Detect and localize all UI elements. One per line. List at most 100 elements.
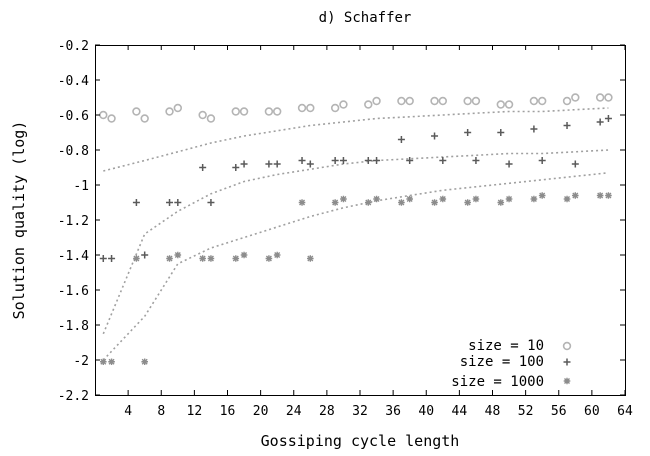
data-point-size10 xyxy=(272,107,282,116)
legend-marker-shape xyxy=(563,377,571,385)
data-point-size1000 xyxy=(240,251,248,259)
y-axis-label: Solution quality (log) xyxy=(10,121,28,320)
plot-frame xyxy=(95,45,626,396)
data-point-size1000 xyxy=(99,358,107,366)
legend-entry-size1000: size = 1000 xyxy=(451,374,571,390)
data-point-size100 xyxy=(174,199,182,206)
data-point-size10 xyxy=(604,93,613,102)
trend-lines xyxy=(102,107,609,361)
data-point-size10 xyxy=(463,96,472,106)
data-point-size1000 xyxy=(232,255,240,262)
data-point-size100 xyxy=(571,160,579,168)
x-tick-label: 48 xyxy=(485,404,501,419)
data-point-size1000 xyxy=(307,255,314,262)
data-point-size10 xyxy=(107,114,116,123)
x-tick-label: 60 xyxy=(584,404,600,419)
data-point-size100 xyxy=(207,199,215,206)
legend-marker-size100-icon xyxy=(563,358,571,366)
legend-label-size100: size = 100 xyxy=(460,354,544,370)
y-tick-label: -0.8 xyxy=(58,144,89,159)
data-point-size100 xyxy=(166,199,174,206)
data-point-size10 xyxy=(504,100,514,109)
y-tick-label: -1.2 xyxy=(58,214,89,229)
data-point-size10 xyxy=(364,100,373,109)
data-point-size10 xyxy=(306,103,315,113)
data-point-size1000 xyxy=(166,255,173,262)
data-point-size1000 xyxy=(108,358,115,366)
trend-line-size1000 xyxy=(102,172,609,361)
x-tick-label: 12 xyxy=(187,404,203,419)
legend-entry-size100: size = 100 xyxy=(460,354,571,370)
data-point-size100 xyxy=(298,157,306,164)
x-tick-label: 24 xyxy=(286,404,302,419)
data-point-size10 xyxy=(471,96,481,106)
x-tick-label: 16 xyxy=(220,404,236,419)
data-point-size10 xyxy=(496,100,505,109)
data-point-size1000 xyxy=(596,192,604,199)
data-point-size100 xyxy=(497,129,505,136)
data-point-size100 xyxy=(141,251,149,259)
data-point-size100 xyxy=(538,157,546,164)
data-point-size10 xyxy=(397,96,406,106)
data-point-size10 xyxy=(562,96,572,106)
data-point-size1000 xyxy=(464,199,471,206)
data-point-size1000 xyxy=(133,255,140,262)
y-tick-label: -1.8 xyxy=(58,319,89,334)
data-point-size1000 xyxy=(505,195,513,203)
x-tick-label: 56 xyxy=(551,404,567,419)
x-tick-label: 28 xyxy=(319,404,335,419)
data-point-size1000 xyxy=(373,195,380,203)
data-point-size1000 xyxy=(431,199,438,206)
data-point-size10 xyxy=(132,107,141,116)
data-point-size1000 xyxy=(406,195,413,203)
data-point-size100 xyxy=(306,160,314,168)
data-point-size100 xyxy=(472,157,480,164)
data-point-size1000 xyxy=(530,195,538,203)
legend-entry-size10: size = 10 xyxy=(468,338,572,354)
data-point-size10 xyxy=(165,107,174,116)
y-tick-label: -1.4 xyxy=(58,249,89,264)
x-axis-label: Gossiping cycle length xyxy=(261,432,460,450)
legend-marker-size1000-icon xyxy=(563,377,571,385)
data-point-size1000 xyxy=(497,199,505,206)
y-tick-label: -1 xyxy=(73,179,89,194)
trend-line-size10 xyxy=(103,107,609,172)
data-point-size100 xyxy=(265,160,273,168)
data-point-size1000 xyxy=(563,195,571,203)
data-point-size100 xyxy=(339,157,347,164)
data-point-size100 xyxy=(530,125,538,133)
data-point-size10 xyxy=(198,110,207,120)
chart-title: d) Schaffer xyxy=(319,10,412,26)
x-tick-label: 32 xyxy=(352,404,368,419)
y-tick-label: -0.6 xyxy=(58,109,89,124)
data-point-size10 xyxy=(140,114,149,123)
data-point-size1000 xyxy=(265,255,273,262)
data-point-size100 xyxy=(373,157,381,164)
x-tick-label: 8 xyxy=(157,404,165,419)
data-point-size1000 xyxy=(298,199,306,206)
data-point-size100 xyxy=(604,115,612,122)
data-point-size100 xyxy=(232,164,240,171)
x-tick-label: 64 xyxy=(617,404,633,419)
data-point-size10 xyxy=(537,96,547,106)
data-point-size100 xyxy=(406,157,414,164)
y-tick-label: -2 xyxy=(73,354,89,369)
data-point-size1000 xyxy=(199,255,206,262)
x-tick-label: 4 xyxy=(124,404,132,419)
legend: size = 10 size = 100 size = 1000 xyxy=(451,338,572,390)
data-point-size10 xyxy=(173,103,183,113)
data-point-size100 xyxy=(331,157,339,164)
y-tick-label: -0.2 xyxy=(58,39,89,54)
data-point-size10 xyxy=(330,103,340,113)
data-point-size10 xyxy=(529,96,539,106)
data-point-size1000 xyxy=(340,195,347,203)
trend-line-size100 xyxy=(102,149,609,335)
data-point-size10 xyxy=(405,96,414,106)
data-point-size100 xyxy=(431,132,439,140)
axes: 4 8 12 16 20 24 28 32 36 40 44 48 52 56 60 64-0.2-0.4-0… xyxy=(58,39,633,419)
data-point-size1000 xyxy=(439,195,447,203)
legend-label-size10: size = 10 xyxy=(468,338,544,354)
x-tick-label: 52 xyxy=(518,404,534,419)
data-point-size1000 xyxy=(273,251,281,259)
